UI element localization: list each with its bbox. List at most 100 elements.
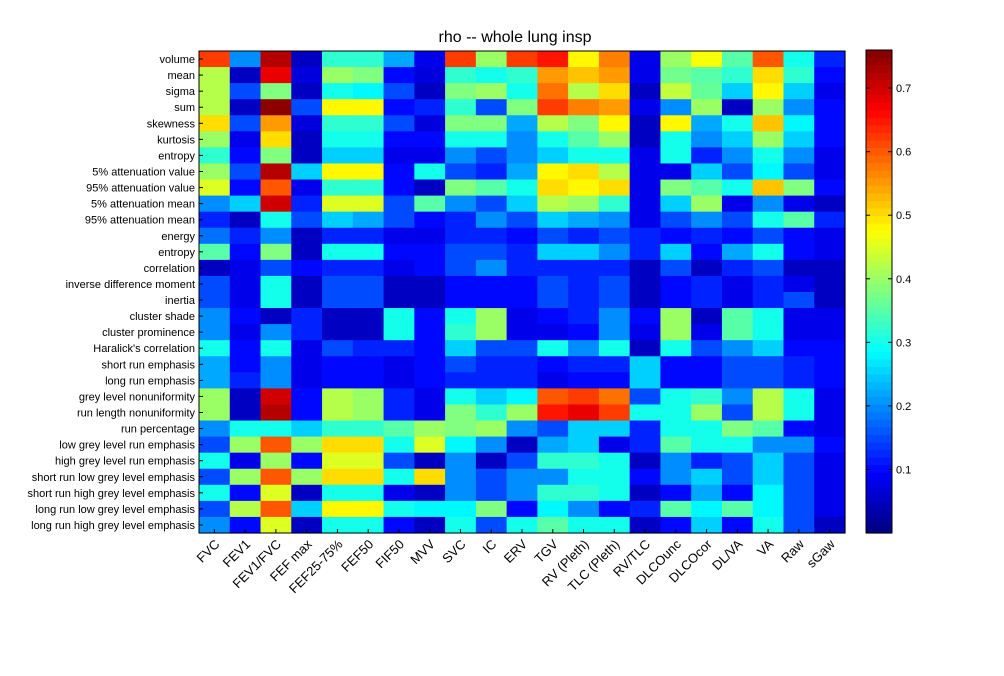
heatmap-cell [260, 115, 292, 132]
heatmap-cell [322, 275, 354, 293]
y-tick-label: short run low grey level emphasis [32, 472, 196, 484]
heatmap-cell [721, 292, 754, 309]
heatmap-cell [537, 243, 569, 261]
heatmap-cell [721, 484, 754, 502]
heatmap-cell [383, 163, 415, 181]
heatmap-cell [414, 516, 446, 534]
heatmap-cell [199, 324, 231, 341]
heatmap-cell [414, 195, 446, 213]
heatmap-cell [322, 147, 354, 165]
x-tick-label: ERV [501, 536, 531, 566]
x-tick-label: SVC [439, 537, 469, 567]
heatmap-cell [414, 179, 446, 197]
y-tick-label: long run low grey level emphasis [35, 504, 195, 516]
heatmap-cell [629, 516, 662, 534]
heatmap-cell [229, 179, 262, 197]
y-tick-label: correlation [144, 263, 195, 275]
heatmap-cell [352, 340, 385, 357]
heatmap-cell [598, 115, 631, 132]
heatmap-cell [383, 516, 415, 534]
heatmap-cell [752, 51, 785, 68]
heatmap-cell [383, 243, 415, 261]
heatmap-cell [537, 292, 569, 309]
heatmap-cell [752, 356, 785, 373]
heatmap-cell [506, 227, 538, 245]
heatmap-cell [199, 340, 231, 357]
heatmap-cell [568, 484, 600, 502]
heatmap-cell [721, 211, 754, 229]
heatmap-cell [506, 51, 538, 68]
heatmap-cell [660, 468, 692, 486]
heatmap-cell [506, 436, 538, 454]
heatmap-cell [199, 308, 231, 325]
heatmap-cell [260, 436, 292, 454]
heatmap-cell [229, 484, 262, 502]
heatmap-cell [414, 51, 446, 68]
heatmap-cell [783, 275, 815, 293]
heatmap-cell [721, 436, 754, 454]
heatmap-cell [598, 67, 631, 84]
heatmap-cell [475, 484, 508, 502]
x-tick-label: FVC [194, 537, 223, 566]
heatmap-cell [783, 259, 815, 277]
heatmap-cell [691, 227, 723, 245]
heatmap-cell [660, 356, 692, 373]
colorbar-segment [866, 457, 892, 466]
heatmap-cell [260, 372, 292, 389]
heatmap-cell [506, 115, 538, 132]
heatmap-cell [199, 51, 231, 68]
heatmap-cell [721, 468, 754, 486]
heatmap-cell [199, 243, 231, 261]
heatmap-cell [414, 163, 446, 181]
heatmap-cell [475, 67, 508, 84]
heatmap-cell [352, 468, 385, 486]
heatmap-cell [783, 404, 815, 422]
heatmap-cell [383, 484, 415, 502]
heatmap-cell [506, 67, 538, 84]
heatmap-cell [691, 292, 723, 309]
colorbar-segment [866, 404, 892, 413]
heatmap-cell [721, 83, 754, 100]
heatmap-cell [752, 516, 785, 534]
heatmap-cell [506, 484, 538, 502]
heatmap-cell [629, 195, 662, 213]
heatmap-cell [414, 356, 446, 373]
y-tick-label: Haralick's correlation [93, 343, 195, 355]
heatmap-cell [322, 356, 354, 373]
heatmap-cell [814, 147, 846, 165]
heatmap-cell [783, 388, 815, 406]
heatmap-cell [660, 292, 692, 309]
heatmap-cell [414, 67, 446, 84]
heatmap-cell [260, 420, 292, 438]
heatmap-cell [322, 292, 354, 309]
heatmap-cell [352, 147, 385, 165]
colorbar-segment [866, 344, 892, 353]
heatmap-cell [691, 388, 723, 406]
heatmap-cell [291, 452, 323, 470]
colorbar-segment [866, 253, 892, 262]
heatmap-cell [229, 131, 262, 148]
colorbar-segment [866, 336, 892, 345]
colorbar-segment [866, 397, 892, 406]
heatmap-cell [414, 243, 446, 261]
heatmap-cell [291, 436, 323, 454]
heatmap-cell [291, 51, 323, 68]
heatmap-cell [598, 275, 631, 293]
heatmap-cell [660, 67, 692, 84]
heatmap-cell [445, 308, 477, 325]
heatmap-cell [752, 308, 785, 325]
heatmap-cell [260, 404, 292, 422]
colorbar-segment [866, 382, 892, 391]
heatmap-cell [537, 83, 569, 100]
heatmap-cell [537, 436, 569, 454]
heatmap-cell [660, 179, 692, 197]
heatmap-cell [660, 452, 692, 470]
heatmap-cell [291, 388, 323, 406]
heatmap-cell [537, 468, 569, 486]
heatmap-cell [352, 452, 385, 470]
y-tick-label: sigma [166, 86, 196, 98]
heatmap-cell [475, 308, 508, 325]
heatmap-cell [445, 404, 477, 422]
heatmap-cell [629, 163, 662, 181]
colorbar-segment [866, 87, 892, 96]
